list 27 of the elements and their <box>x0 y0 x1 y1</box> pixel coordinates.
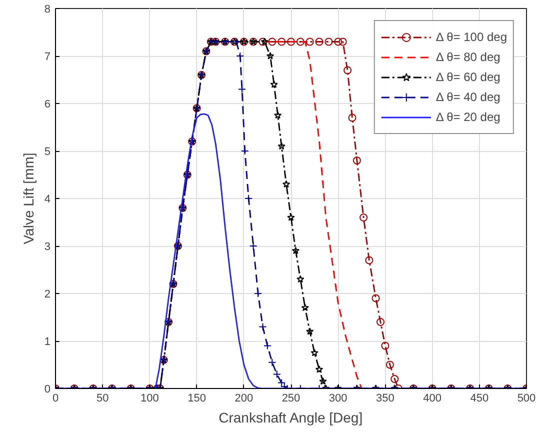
x-tick-label: 400 <box>423 392 442 404</box>
y-tick-label: 3 <box>44 241 51 253</box>
y-tick-label: 4 <box>44 194 51 206</box>
legend-label: Δ θ= 40 deg <box>436 90 500 104</box>
x-axis-title: Crankshaft Angle [Deg] <box>218 410 363 426</box>
x-tick-label: 300 <box>328 392 348 404</box>
x-tick-label: 0 <box>52 392 59 404</box>
x-tick-label: 450 <box>470 392 489 404</box>
y-tick-label: 0 <box>44 384 51 396</box>
y-tick-label: 5 <box>44 146 51 158</box>
y-tick-label: 2 <box>44 288 51 300</box>
x-tick-label: 250 <box>282 392 300 404</box>
x-tick-label: 200 <box>234 392 254 404</box>
legend-label: Δ θ= 20 deg <box>436 110 500 124</box>
y-tick-label: 6 <box>44 98 51 110</box>
y-tick-label: 7 <box>44 51 51 63</box>
y-axis-title: Valve Lift [mm] <box>20 152 36 244</box>
x-tick-label: 100 <box>140 392 159 404</box>
y-tick-label: 8 <box>44 4 51 16</box>
y-tick-label: 1 <box>44 336 51 348</box>
legend-label: Δ θ= 80 deg <box>436 50 500 64</box>
legend-label: Δ θ= 60 deg <box>436 70 500 84</box>
legend-label: Δ θ= 100 deg <box>436 30 507 44</box>
x-tick-label: 150 <box>188 392 206 404</box>
x-tick-label: 50 <box>96 392 109 404</box>
x-tick-label: 500 <box>517 392 536 404</box>
x-tick-label: 350 <box>376 392 394 404</box>
